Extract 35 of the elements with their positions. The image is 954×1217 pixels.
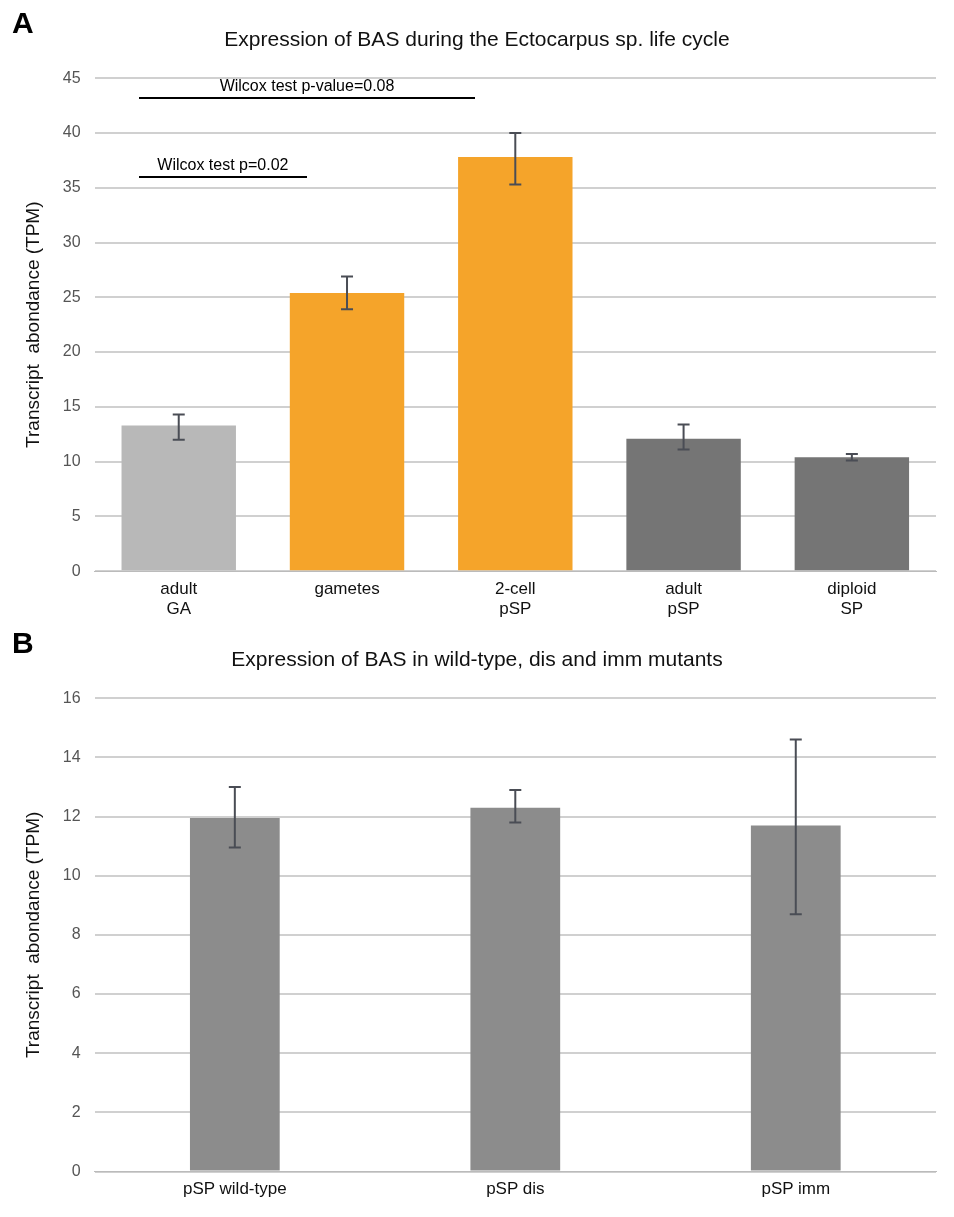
x-tick-label: adult pSP [665, 579, 703, 619]
x-tick-label: pSP imm [761, 1179, 831, 1199]
annotation: Wilcox test p-value=0.08 [219, 77, 395, 95]
y-tick-label: 4 [71, 1043, 81, 1061]
x-tick-label: gametes [314, 579, 380, 599]
y-tick-label: 10 [62, 866, 81, 884]
y-axis-title: Transcript abondance (TPM) [21, 811, 43, 1059]
y-tick-label: 40 [62, 123, 81, 141]
y-axis-title: Transcript abondance (TPM) [21, 201, 43, 448]
y-tick-label: 6 [71, 984, 81, 1002]
y-tick-label: 14 [62, 747, 81, 765]
chart-title: Expression of BAS during the Ectocarpus sp. life cycle [224, 27, 730, 51]
x-tick-label: 2-cell pSP [494, 579, 536, 619]
y-tick-label: 35 [62, 178, 81, 196]
text: B [12, 626, 34, 660]
y-tick-label: 2 [71, 1102, 81, 1120]
text: A [12, 6, 34, 40]
y-tick-label: 30 [62, 232, 81, 250]
y-tick-label: 25 [62, 287, 81, 305]
y-tick-label: 45 [62, 68, 81, 86]
y-tick-label: 20 [62, 342, 81, 360]
y-tick-label: 12 [62, 806, 81, 824]
x-tick-label: diploid SP [827, 579, 877, 619]
y-tick-label: 5 [71, 506, 81, 524]
annotation: Wilcox test p=0.02 [157, 156, 289, 174]
y-tick-label: 0 [71, 561, 81, 579]
x-tick-label: adult GA [160, 579, 198, 619]
y-tick-label: 0 [71, 1162, 81, 1180]
chart-title: Expression of BAS in wild-type, dis and imm mutants [231, 647, 723, 671]
y-tick-label: 16 [62, 688, 81, 706]
y-tick-label: 8 [71, 925, 81, 943]
x-tick-label: pSP wild-type [183, 1179, 287, 1199]
x-tick-label: pSP dis [486, 1179, 545, 1199]
y-tick-label: 10 [62, 452, 81, 470]
y-tick-label: 15 [62, 397, 81, 415]
